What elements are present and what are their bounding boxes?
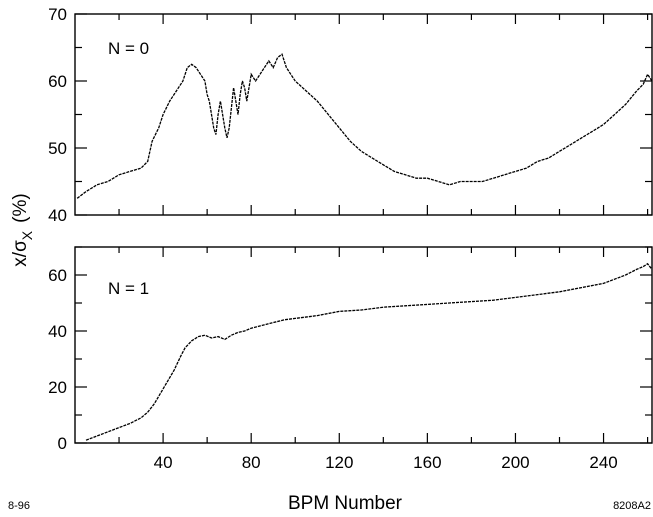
panel-n1-ticks [75,246,652,444]
panel-n0-ytick-labels: 40 50 60 70 [48,5,67,225]
footer-left-label: 8-96 [8,500,30,512]
x-tick-label: 80 [242,453,261,472]
y-tick-label: 60 [48,266,67,285]
panel-n1: 0 20 40 60 40 80 120 160 200 240 N = 1 [48,246,653,472]
y-tick-label: 0 [58,434,67,453]
y-tick-label: 40 [48,206,67,225]
y-tick-label: 50 [48,139,67,158]
panel-n0-ticks [75,13,652,216]
y-axis-label-unit: (%) [10,193,31,223]
panel-n0-label: N = 0 [108,39,149,58]
x-axis-label: BPM Number [288,493,403,514]
panel-n0-series-line [76,53,653,199]
y-axis-label-text: x/σX (%) [10,193,35,266]
y-tick-label: 60 [48,72,67,91]
x-tick-label: 160 [413,453,441,472]
y-tick-label: 20 [48,378,67,397]
panel-n0-frame [74,13,653,216]
panel-n1-label: N = 1 [108,279,149,298]
y-tick-label: 40 [48,322,67,341]
y-axis-label-subscript: X [19,230,35,240]
panel-n1-xtick-labels: 40 80 120 160 200 240 [154,453,618,472]
y-tick-label: 70 [48,5,67,24]
y-axis-label-main: x/σ [10,240,31,267]
footer-right-label: 8208A2 [613,500,651,512]
panel-n0: 40 50 60 70 N = 0 [48,5,653,225]
x-tick-label: 120 [325,453,353,472]
x-tick-label: 200 [501,453,529,472]
y-axis-label: x/σX (%) [10,193,35,266]
x-tick-label: 240 [589,453,617,472]
panel-n1-frame [74,246,653,444]
x-tick-label: 40 [154,453,173,472]
panel-n1-ytick-labels: 0 20 40 60 [48,266,67,453]
panel-n1-series-line [85,262,653,441]
